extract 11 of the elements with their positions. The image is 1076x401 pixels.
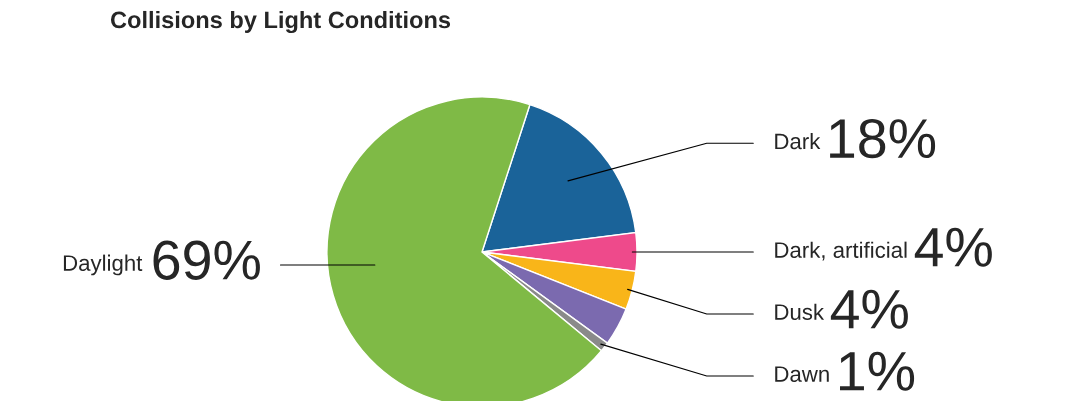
slice-label: Dark [775, 132, 821, 150]
data-label: 18% [830, 118, 936, 159]
slice-label: Daylight [63, 254, 143, 276]
data-label: 1% [840, 351, 915, 391]
slice-label: Dawn [775, 366, 829, 382]
slice-label: Dark, artificial [775, 241, 907, 261]
data-label: 4% [914, 227, 992, 267]
data-label: 69% [153, 240, 260, 280]
data-label: 4% [830, 289, 908, 329]
chart-title: Collisions by Light Conditions [110, 10, 451, 34]
slice-label: Dusk [775, 303, 825, 320]
